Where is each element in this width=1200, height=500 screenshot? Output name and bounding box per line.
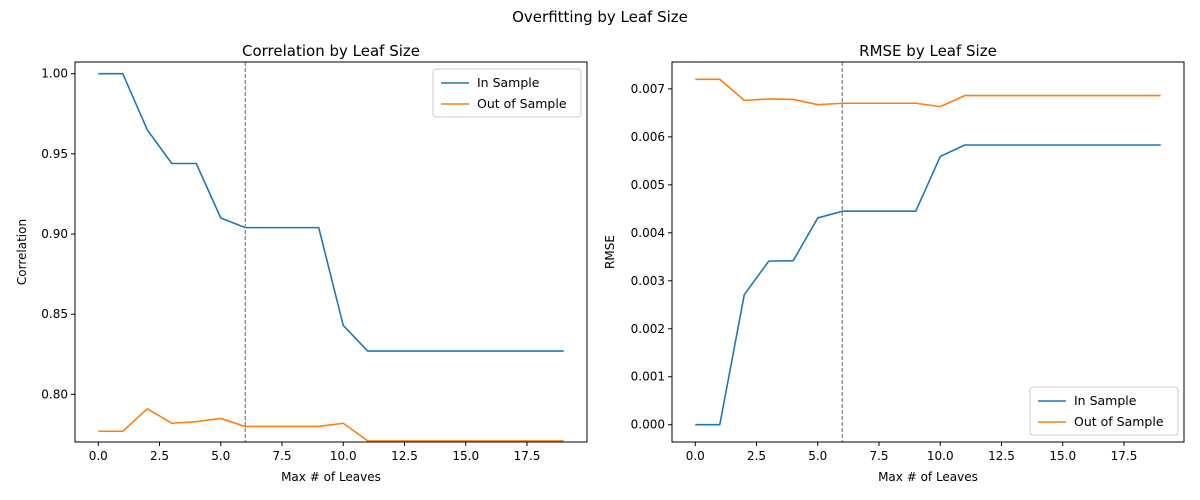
- y-axis-label: Correlation: [15, 219, 29, 285]
- y-tick-label: 0.000: [631, 418, 665, 432]
- legend: In Sample Out of Sample: [432, 68, 582, 118]
- chart-title: Correlation by Leaf Size: [242, 42, 420, 60]
- x-axis-label: Max # of Leaves: [878, 470, 978, 484]
- axes-frame: [74, 61, 588, 443]
- x-tick-label: 2.5: [150, 449, 169, 463]
- x-tick-label: 7.5: [869, 449, 888, 463]
- series-line-out-of-sample: [695, 78, 1161, 108]
- chart-title: RMSE by Leaf Size: [859, 42, 997, 60]
- x-tick-label: 10.0: [330, 449, 357, 463]
- chart-panel-1: Correlation by Leaf Size 0.0 2.5 5.0 7.5 10.0…: [15, 42, 588, 484]
- x-tick-label: 0.0: [89, 449, 108, 463]
- y-tick-label: 0.80: [41, 387, 68, 401]
- x-tick-label: 15.0: [1049, 449, 1076, 463]
- series-line-in-sample: [695, 144, 1161, 426]
- y-tick-label: 0.004: [631, 226, 665, 240]
- y-tick-label: 0.001: [631, 370, 665, 384]
- plot-area: [695, 62, 1161, 442]
- y-tick-label: 0.85: [41, 307, 68, 321]
- x-tick-label: 2.5: [747, 449, 766, 463]
- x-tick-label: 17.5: [1111, 449, 1138, 463]
- plot-area: [98, 62, 564, 442]
- y-tick-label: 0.002: [631, 322, 665, 336]
- figure-suptitle: Overfitting by Leaf Size: [512, 8, 688, 26]
- axes-frame: [671, 61, 1185, 443]
- x-tick-label: 15.0: [452, 449, 479, 463]
- y-tick-label: 0.006: [631, 130, 665, 144]
- x-tick-label: 10.0: [927, 449, 954, 463]
- y-tick-label: 1.00: [41, 67, 68, 81]
- y-tick-label: 0.007: [631, 82, 665, 96]
- legend-box: [1029, 386, 1179, 436]
- charts-container: Correlation by Leaf Size 0.0 2.5 5.0 7.5 10.0…: [15, 42, 1185, 484]
- x-tick-label: 0.0: [686, 449, 705, 463]
- x-tick-label: 7.5: [272, 449, 291, 463]
- series-line-in-sample: [98, 72, 564, 352]
- x-tick-label: 12.5: [391, 449, 418, 463]
- y-axis-label: RMSE: [603, 235, 617, 269]
- x-tick-label: 12.5: [988, 449, 1015, 463]
- legend-label: In Sample: [477, 75, 540, 90]
- x-axis-label: Max # of Leaves: [281, 470, 381, 484]
- x-tick-label: 5.0: [808, 449, 827, 463]
- legend: In Sample Out of Sample: [1029, 386, 1179, 436]
- y-tick-label: 0.003: [631, 274, 665, 288]
- x-tick-label: 17.5: [514, 449, 541, 463]
- y-tick-label: 0.95: [41, 147, 68, 161]
- y-tick-label: 0.90: [41, 227, 68, 241]
- y-tick-label: 0.005: [631, 178, 665, 192]
- legend-label: Out of Sample: [477, 96, 567, 111]
- legend-label: In Sample: [1074, 393, 1137, 408]
- x-tick-label: 5.0: [211, 449, 230, 463]
- chart-panel-2: RMSE by Leaf Size 0.0 2.5 5.0 7.5 10.0 12.5 15.…: [603, 42, 1185, 484]
- legend-label: Out of Sample: [1074, 414, 1164, 429]
- series-line-out-of-sample: [98, 408, 564, 442]
- legend-box: [432, 68, 582, 118]
